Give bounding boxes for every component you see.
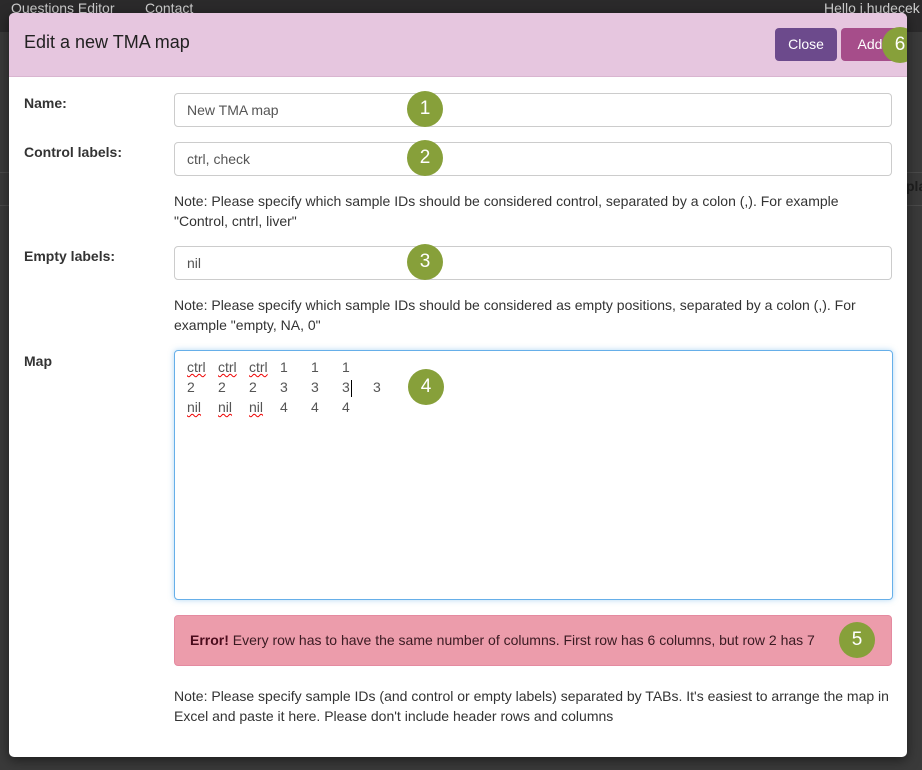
map-note: Note: Please specify sample IDs (and con… xyxy=(174,688,889,724)
map-cell: 1 xyxy=(342,359,350,375)
annotation-badge-1: 1 xyxy=(407,91,443,127)
map-cell: 4 xyxy=(311,399,319,415)
map-textarea[interactable]: ctrl ctrl ctrl 1 1 1 2 2 2 3 3 3 3 nil nil nil 4 4 4 xyxy=(174,350,893,600)
map-cell: 1 xyxy=(280,359,288,375)
map-cell: 3 xyxy=(342,379,350,395)
map-row: 2 2 2 3 3 3 3 xyxy=(187,379,880,399)
map-label: Map xyxy=(24,353,52,369)
name-label: Name: xyxy=(24,95,67,111)
map-cell: nil xyxy=(187,399,202,415)
edit-tma-map-dialog: Edit a new TMA map Close Add 6 Name: New… xyxy=(9,13,907,757)
control-labels-input[interactable]: ctrl, check xyxy=(174,142,892,176)
map-cell: 2 xyxy=(249,379,257,395)
map-cell: 1 xyxy=(311,359,319,375)
map-cell: ctrl xyxy=(187,359,206,375)
name-input[interactable]: New TMA map xyxy=(174,93,892,127)
control-labels-note: Note: Please specify which sample IDs sh… xyxy=(174,193,839,229)
dialog-title: Edit a new TMA map xyxy=(24,32,190,52)
background-partial-text: pla xyxy=(906,178,922,194)
map-cell: 3 xyxy=(311,379,319,395)
control-labels-label: Control labels: xyxy=(24,144,123,160)
empty-labels-input[interactable]: nil xyxy=(174,246,892,280)
map-cell: ctrl xyxy=(218,359,237,375)
map-row: ctrl ctrl ctrl 1 1 1 xyxy=(187,359,880,379)
nav-contact: Contact xyxy=(145,0,194,16)
map-cell: 2 xyxy=(187,379,195,395)
map-cell: 3 xyxy=(373,379,381,395)
dialog-header: Edit a new TMA map Close Add 6 xyxy=(9,13,907,77)
map-cell: 3 xyxy=(280,379,288,395)
empty-labels-label: Empty labels: xyxy=(24,248,116,264)
annotation-badge-5: 5 xyxy=(839,622,875,658)
map-cell: 4 xyxy=(280,399,288,415)
annotation-badge-2: 2 xyxy=(407,140,443,176)
map-cell: nil xyxy=(249,399,264,415)
annotation-badge-4: 4 xyxy=(408,369,444,405)
error-message: Every row has to have the same number of… xyxy=(228,632,815,648)
map-cell: nil xyxy=(218,399,233,415)
map-row: nil nil nil 4 4 4 xyxy=(187,399,880,419)
error-strong: Error! xyxy=(190,632,229,648)
error-alert: Error! Every row has to have the same nu… xyxy=(174,615,892,666)
map-cell: 2 xyxy=(218,379,226,395)
empty-labels-note: Note: Please specify which sample IDs sh… xyxy=(174,297,856,333)
map-cell: 4 xyxy=(342,399,350,415)
nav-questions-editor: Questions Editor xyxy=(11,0,115,16)
close-button[interactable]: Close xyxy=(775,28,837,61)
text-cursor xyxy=(351,380,352,397)
user-greeting: Hello j.hudecek xyxy=(824,0,920,16)
map-cell: ctrl xyxy=(249,359,268,375)
annotation-badge-3: 3 xyxy=(407,244,443,280)
annotation-badge-6: 6 xyxy=(882,27,907,63)
